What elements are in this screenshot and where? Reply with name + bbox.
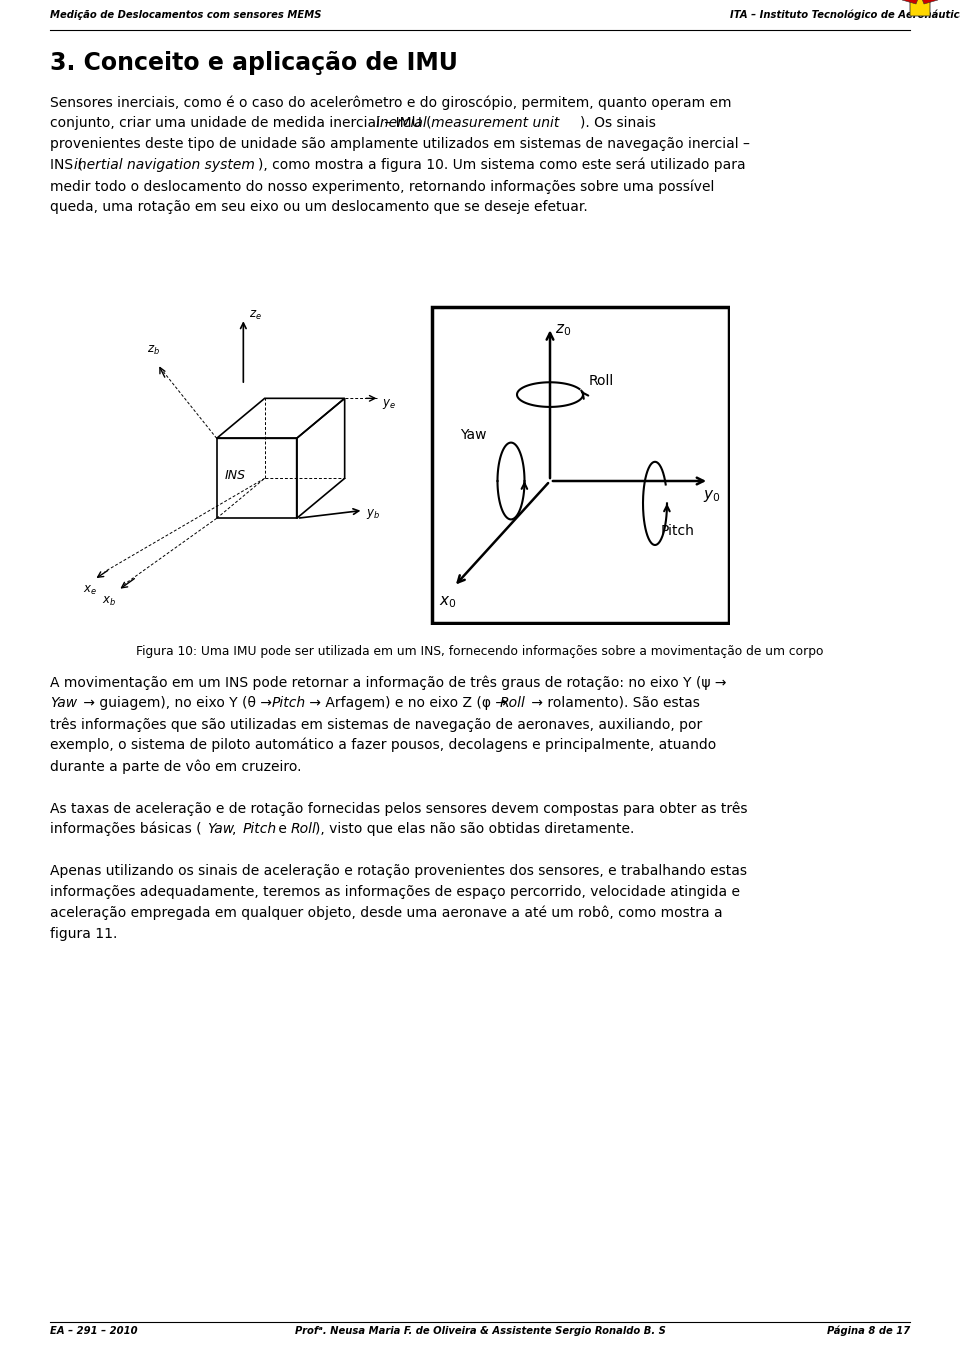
Text: ), como mostra a figura 10. Um sistema como este será utilizado para: ), como mostra a figura 10. Um sistema c… [258,157,746,172]
Polygon shape [920,0,938,4]
Text: três informações que são utilizadas em sistemas de navegação de aeronaves, auxil: três informações que são utilizadas em s… [50,717,703,731]
Text: figura 11.: figura 11. [50,927,117,941]
Text: As taxas de aceleração e de rotação fornecidas pelos sensores devem compostas pa: As taxas de aceleração e de rotação forn… [50,801,748,816]
Text: $z_0$: $z_0$ [555,323,570,338]
Text: → guiagem), no eixo Y (θ →: → guiagem), no eixo Y (θ → [79,696,276,709]
Text: informações básicas (: informações básicas ( [50,822,202,836]
Text: medir todo o deslocamento do nosso experimento, retornando informações sobre uma: medir todo o deslocamento do nosso exper… [50,179,714,194]
Text: ). Os sinais: ). Os sinais [580,116,656,131]
Text: Medição de Deslocamentos com sensores MEMS: Medição de Deslocamentos com sensores ME… [50,9,322,20]
Text: provenientes deste tipo de unidade são amplamente utilizados em sistemas de nave: provenientes deste tipo de unidade são a… [50,137,750,151]
Text: Pitch: Pitch [272,696,306,709]
Text: aceleração empregada em qualquer objeto, desde uma aeronave a até um robô, como : aceleração empregada em qualquer objeto,… [50,906,723,921]
Text: $y_e$: $y_e$ [382,397,396,412]
Text: $y_0$: $y_0$ [703,487,721,503]
Text: Figura 10: Uma IMU pode ser utilizada em um INS, fornecendo informações sobre a : Figura 10: Uma IMU pode ser utilizada em… [136,645,824,658]
Text: 3. Conceito e aplicação de IMU: 3. Conceito e aplicação de IMU [50,51,458,75]
Text: A movimentação em um INS pode retornar a informação de três graus de rotação: no: A movimentação em um INS pode retornar a… [50,674,727,689]
Text: Pitch: Pitch [243,822,277,836]
Text: $x_0$: $x_0$ [439,595,457,611]
Text: → Arfagem) e no eixo Z (φ →: → Arfagem) e no eixo Z (φ → [305,696,512,709]
Text: Roll: Roll [589,374,614,388]
Text: INS (: INS ( [50,157,83,172]
Text: queda, uma rotação em seu eixo ou um deslocamento que se deseje efetuar.: queda, uma rotação em seu eixo ou um des… [50,201,588,214]
Text: durante a parte de vôo em cruzeiro.: durante a parte de vôo em cruzeiro. [50,759,301,774]
Text: inertial navigation system: inertial navigation system [74,157,254,172]
Text: Yaw: Yaw [460,428,487,443]
Text: ,: , [232,822,241,836]
Text: informações adequadamente, teremos as informações de espaço percorrido, velocida: informações adequadamente, teremos as in… [50,886,740,899]
Text: Pitch: Pitch [661,525,695,538]
Polygon shape [902,0,920,4]
Text: EA – 291 – 2010: EA – 291 – 2010 [50,1326,137,1337]
Text: Sensores inerciais, como é o caso do acelerômetro e do giroscópio, permitem, qua: Sensores inerciais, como é o caso do ace… [50,96,732,109]
Text: e: e [274,822,291,836]
Text: Página 8 de 17: Página 8 de 17 [827,1326,910,1337]
Text: Apenas utilizando os sinais de aceleração e rotação provenientes dos sensores, e: Apenas utilizando os sinais de aceleraçã… [50,864,747,878]
Text: ITA – Instituto Tecnológico de Aeronáutica: ITA – Instituto Tecnológico de Aeronáuti… [730,9,960,20]
Text: conjunto, criar uma unidade de medida inercial – IMU (: conjunto, criar uma unidade de medida in… [50,116,432,131]
Text: inercial measurement unit: inercial measurement unit [376,116,560,131]
Text: $z_e$: $z_e$ [249,310,261,323]
Text: Roll: Roll [500,696,526,709]
Polygon shape [910,0,930,16]
Text: Yaw: Yaw [50,696,77,709]
Text: INS: INS [225,470,246,482]
Text: Roll: Roll [291,822,317,836]
Text: $z_b$: $z_b$ [147,345,160,357]
Text: → rolamento). São estas: → rolamento). São estas [527,696,700,709]
Text: $x_e$: $x_e$ [84,584,97,598]
Text: $x_b$: $x_b$ [102,595,116,608]
Text: exemplo, o sistema de piloto automático a fazer pousos, decolagens e principalme: exemplo, o sistema de piloto automático … [50,738,716,752]
Text: Profᵃ. Neusa Maria F. de Oliveira & Assistente Sergio Ronaldo B. S: Profᵃ. Neusa Maria F. de Oliveira & Assi… [295,1326,665,1337]
Text: $y_b$: $y_b$ [366,506,380,521]
Text: ), visto que elas não são obtidas diretamente.: ), visto que elas não são obtidas direta… [315,822,635,836]
Text: Yaw: Yaw [207,822,234,836]
